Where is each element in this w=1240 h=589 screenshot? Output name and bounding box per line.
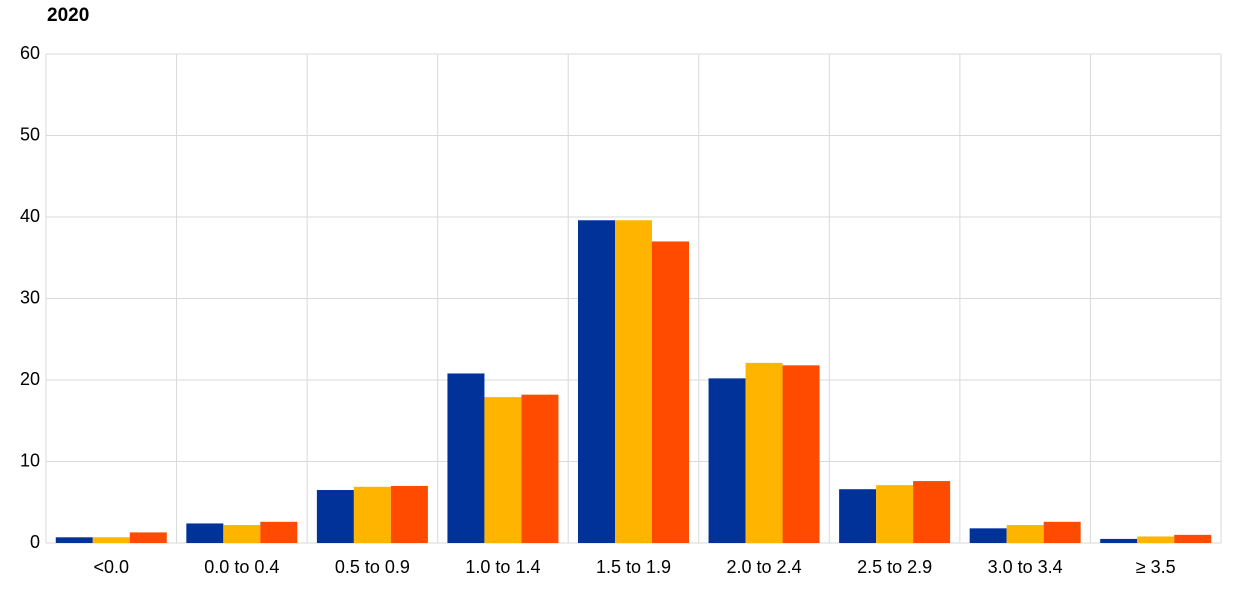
y-tick-label: 60 bbox=[20, 43, 40, 63]
bar bbox=[447, 373, 485, 543]
x-tick-label: 2.5 to 2.9 bbox=[857, 557, 932, 577]
y-tick-label: 50 bbox=[20, 124, 40, 144]
bar bbox=[578, 220, 615, 543]
bar bbox=[913, 481, 951, 543]
bar bbox=[708, 378, 746, 543]
bar bbox=[652, 241, 689, 543]
bar bbox=[839, 489, 877, 543]
bar bbox=[353, 486, 391, 543]
bar bbox=[129, 532, 167, 543]
x-tick-label: <0.0 bbox=[94, 557, 130, 577]
x-tick-label: 1.0 to 1.4 bbox=[465, 557, 540, 577]
x-tick-label: ≥ 3.5 bbox=[1136, 557, 1176, 577]
bar bbox=[521, 394, 559, 543]
x-tick-label: 3.0 to 3.4 bbox=[988, 557, 1063, 577]
bar bbox=[969, 528, 1007, 543]
bar bbox=[1006, 525, 1044, 543]
bar bbox=[316, 490, 354, 543]
y-tick-label: 20 bbox=[20, 369, 40, 389]
bar bbox=[1043, 521, 1081, 543]
x-tick-label: 2.0 to 2.4 bbox=[727, 557, 802, 577]
x-tick-label: 1.5 to 1.9 bbox=[596, 557, 671, 577]
bar bbox=[390, 485, 428, 543]
bar bbox=[484, 397, 522, 543]
x-tick-label: 0.5 to 0.9 bbox=[335, 557, 410, 577]
bar bbox=[1100, 538, 1138, 543]
bar bbox=[745, 362, 783, 543]
bar bbox=[186, 523, 224, 543]
bar bbox=[223, 525, 261, 543]
bar bbox=[876, 485, 914, 543]
bar bbox=[92, 537, 130, 543]
bar bbox=[615, 220, 652, 543]
y-tick-label: 0 bbox=[30, 532, 40, 552]
bar bbox=[782, 365, 820, 543]
y-tick-label: 30 bbox=[20, 287, 40, 307]
y-tick-label: 40 bbox=[20, 206, 40, 226]
chart-title: 2020 bbox=[47, 5, 89, 26]
bar bbox=[1137, 536, 1175, 543]
bar bbox=[260, 521, 298, 543]
bar bbox=[55, 537, 93, 543]
bar bbox=[1174, 534, 1212, 543]
y-tick-label: 10 bbox=[20, 450, 40, 470]
x-tick-label: 0.0 to 0.4 bbox=[204, 557, 279, 577]
